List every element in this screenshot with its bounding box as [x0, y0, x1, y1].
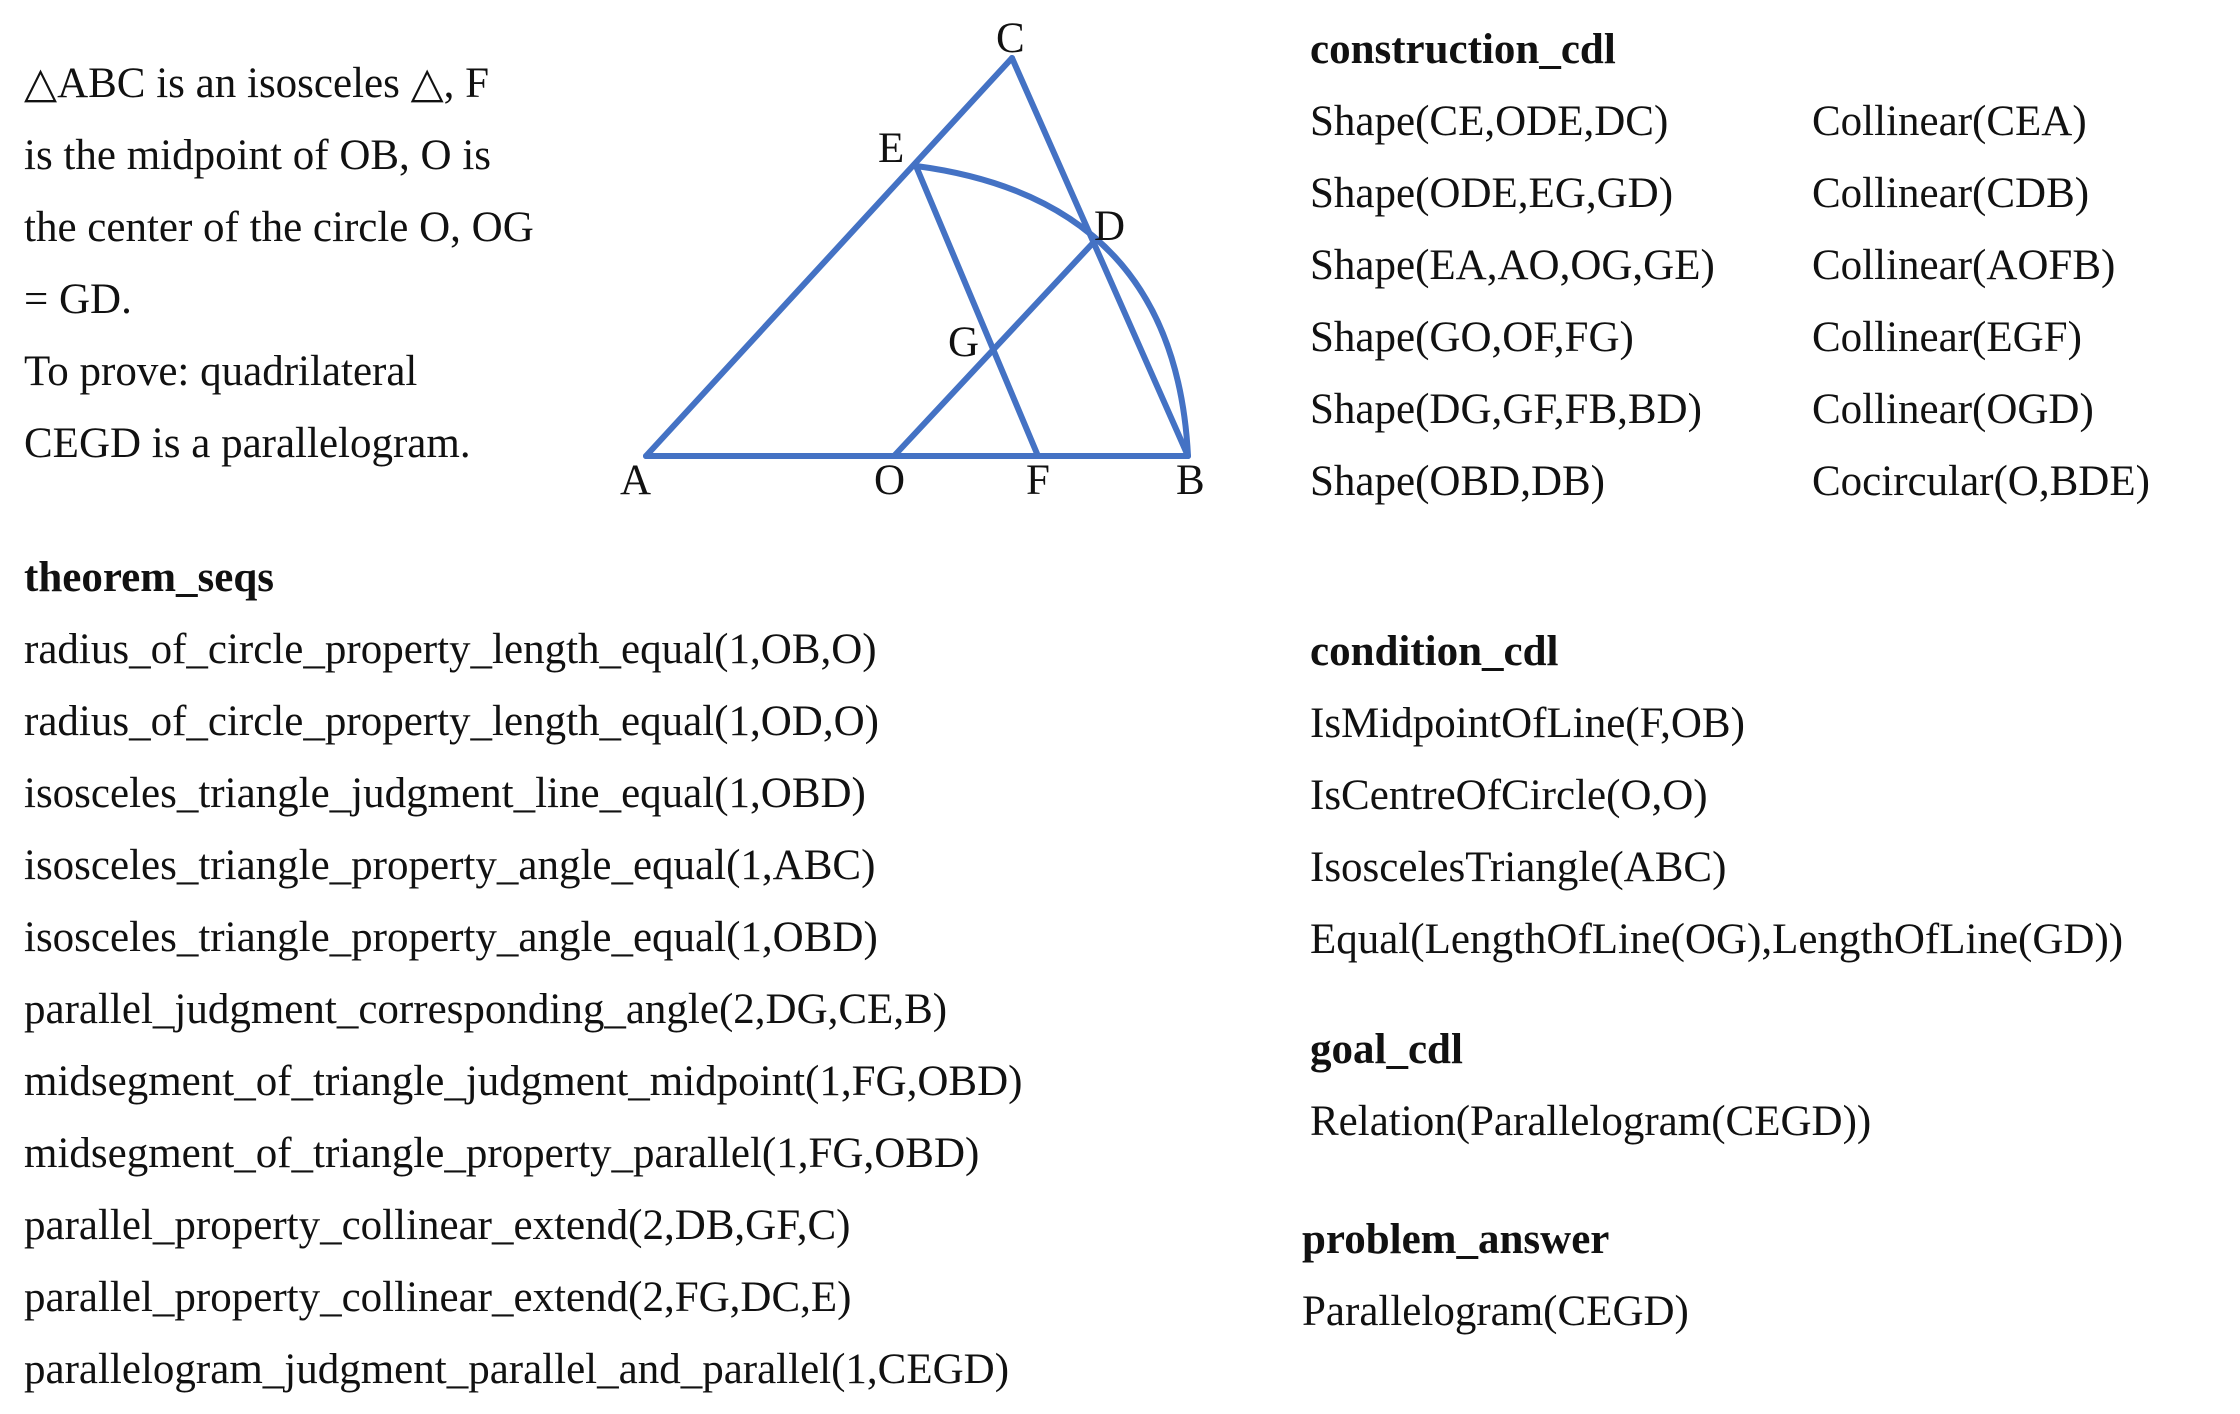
problem-line: = GD.	[24, 276, 132, 323]
segment-ca	[643, 55, 1015, 459]
list-item: Shape(OBD,DB)	[1310, 458, 1605, 505]
list-item: Shape(CE,ODE,DC)	[1310, 98, 1669, 145]
list-item: parallel_property_collinear_extend(2,FG,…	[24, 1274, 852, 1321]
list-item: isosceles_triangle_property_angle_equal(…	[24, 842, 876, 889]
list-item: radius_of_circle_property_length_equal(1…	[24, 626, 877, 673]
problem-answer-heading: problem_answer	[1302, 1216, 1610, 1263]
list-item: Collinear(AOFB)	[1812, 242, 2116, 289]
list-item: Collinear(CEA)	[1812, 98, 2087, 145]
goal-cdl-list: Relation(Parallelogram(CEGD))	[1310, 1086, 1871, 1158]
construction-cdl-heading: construction_cdl	[1310, 26, 1616, 73]
geometry-diagram: C E D G A O F B	[620, 15, 1205, 504]
list-item: parallelogram_judgment_parallel_and_para…	[24, 1346, 1010, 1393]
segment-cb	[1009, 55, 1191, 459]
problem-line: the center of the circle O, OG	[24, 204, 534, 251]
list-item: parallel_property_collinear_extend(2,DB,…	[24, 1202, 851, 1249]
list-item: Shape(EA,AO,OG,GE)	[1310, 242, 1715, 289]
list-item: Relation(Parallelogram(CEGD))	[1310, 1098, 1872, 1145]
list-item: IsoscelesTriangle(ABC)	[1310, 844, 1727, 891]
list-item: Shape(DG,GF,FB,BD)	[1310, 386, 1702, 433]
segment-od	[891, 241, 1095, 459]
list-item: isosceles_triangle_property_angle_equal(…	[24, 914, 878, 961]
point-label-a: A	[620, 457, 651, 504]
segment-ef	[913, 163, 1041, 459]
problem-statement: △ABC is an isosceles △, F is the midpoin…	[24, 48, 624, 480]
list-item: IsMidpointOfLine(F,OB)	[1310, 700, 1745, 747]
problem-line: is the midpoint of OB, O is	[24, 132, 492, 179]
point-label-o: O	[874, 457, 905, 504]
problem-line: △ABC is an isosceles △, F	[24, 60, 490, 107]
list-item: Parallelogram(CEGD)	[1302, 1288, 1689, 1335]
point-label-b: B	[1176, 457, 1205, 504]
condition-cdl-list: IsMidpointOfLine(F,OB) IsCentreOfCircle(…	[1310, 688, 2123, 976]
problem-answer-list: Parallelogram(CEGD)	[1302, 1276, 1689, 1348]
condition-cdl-heading: condition_cdl	[1310, 628, 1559, 675]
problem-line: To prove: quadrilateral	[24, 348, 418, 395]
construction-shapes-list: Shape(CE,ODE,DC) Shape(ODE,EG,GD) Shape(…	[1310, 86, 1715, 518]
goal-cdl-heading: goal_cdl	[1310, 1026, 1463, 1073]
list-item: midsegment_of_triangle_property_parallel…	[24, 1130, 980, 1177]
list-item: radius_of_circle_property_length_equal(1…	[24, 698, 879, 745]
point-label-f: F	[1026, 457, 1050, 504]
point-label-g: G	[948, 319, 979, 366]
list-item: Equal(LengthOfLine(OG),LengthOfLine(GD))	[1310, 916, 2124, 963]
list-item: Cocircular(O,BDE)	[1812, 458, 2150, 505]
list-item: IsCentreOfCircle(O,O)	[1310, 772, 1708, 819]
point-label-d: D	[1094, 203, 1125, 250]
theorem-seqs-heading: theorem_seqs	[24, 554, 275, 601]
list-item: Shape(GO,OF,FG)	[1310, 314, 1634, 361]
point-label-c: C	[996, 15, 1025, 62]
list-item: Collinear(OGD)	[1812, 386, 2094, 433]
list-item: parallel_judgment_corresponding_angle(2,…	[24, 986, 948, 1033]
list-item: Collinear(EGF)	[1812, 314, 2082, 361]
point-label-e: E	[878, 125, 904, 172]
list-item: Collinear(CDB)	[1812, 170, 2090, 217]
construction-relations-list: Collinear(CEA) Collinear(CDB) Collinear(…	[1812, 86, 2150, 518]
theorem-seqs-list: radius_of_circle_property_length_equal(1…	[24, 614, 1022, 1406]
list-item: midsegment_of_triangle_judgment_midpoint…	[24, 1058, 1023, 1105]
list-item: Shape(ODE,EG,GD)	[1310, 170, 1674, 217]
list-item: isosceles_triangle_judgment_line_equal(1…	[24, 770, 866, 817]
problem-line: CEGD is a parallelogram.	[24, 420, 471, 467]
arc-bde	[913, 163, 1191, 459]
